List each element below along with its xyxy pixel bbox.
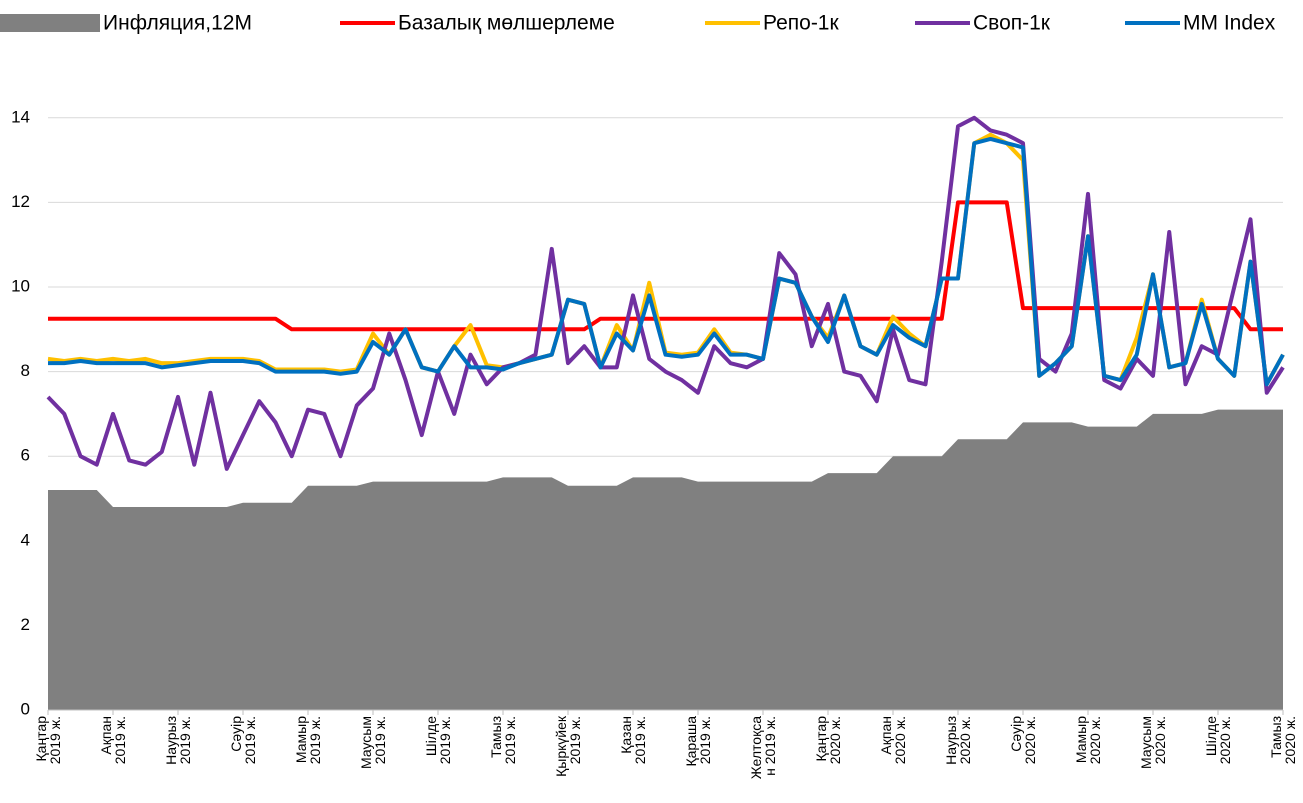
x-tick-label: Қыркүйек 2019 ж. bbox=[553, 716, 583, 777]
y-tick-label: 6 bbox=[21, 446, 30, 465]
x-tick-label: Мамыр 2019 ж. bbox=[293, 716, 323, 765]
legend-label: Базалық мөлшерлеме bbox=[398, 12, 615, 35]
line bbox=[48, 136, 1285, 387]
line bbox=[46, 115, 1285, 471]
x-tick-label: Қаңтар 2019 ж. bbox=[33, 716, 63, 765]
x-tick-label: Шілде 2020 ж. bbox=[1203, 716, 1233, 765]
x-tick-label: Ақпан 2019 ж. bbox=[98, 716, 128, 765]
x-tick-label: Сәуір 2019 ж. bbox=[228, 716, 258, 765]
x-tick-label: Сәуір 2020 ж. bbox=[1008, 716, 1038, 765]
legend-label: Репо-1к bbox=[763, 12, 839, 35]
x-tick-label: Ақпан 2020 ж. bbox=[878, 716, 908, 765]
y-tick-label: 14 bbox=[11, 107, 30, 126]
x-tick-label: Тамыз 2020 ж. bbox=[1268, 716, 1298, 765]
x-tick-label: Қазан 2019 ж. bbox=[618, 716, 648, 765]
legend-swatch bbox=[0, 14, 100, 32]
x-tick-label: Қаңтар 2020 ж. bbox=[813, 716, 843, 765]
x-tick-label: Маусым 2019 ж. bbox=[358, 716, 388, 769]
legend-label: MM Index bbox=[1183, 12, 1276, 35]
area bbox=[48, 409, 1283, 710]
legend-label: Инфляция,12М bbox=[103, 12, 252, 35]
x-tick-label: Наурыз 2019 ж. bbox=[163, 716, 193, 765]
x-tick-label: Шілде 2019 ж. bbox=[423, 716, 453, 765]
x-tick-label: Тамыз 2019 ж. bbox=[488, 716, 518, 765]
x-tick-label: Маусым 2020 ж. bbox=[1138, 716, 1168, 769]
y-tick-label: 4 bbox=[21, 530, 30, 549]
y-tick-label: 12 bbox=[11, 192, 30, 211]
y-tick-label: 2 bbox=[21, 615, 30, 634]
line bbox=[47, 132, 1285, 387]
y-tick-label: 10 bbox=[11, 276, 30, 295]
x-tick-label: Мамыр 2020 ж. bbox=[1073, 716, 1103, 765]
x-tick-label: Қараша 2019 ж. bbox=[683, 716, 713, 767]
legend-label: Своп-1к bbox=[973, 12, 1051, 35]
x-tick-label: Наурыз 2020 ж. bbox=[943, 716, 973, 765]
y-tick-label: 8 bbox=[21, 361, 30, 380]
x-tick-label: Желтоқса н 2019 ж. bbox=[748, 716, 778, 780]
y-tick-label: 0 bbox=[21, 699, 30, 718]
